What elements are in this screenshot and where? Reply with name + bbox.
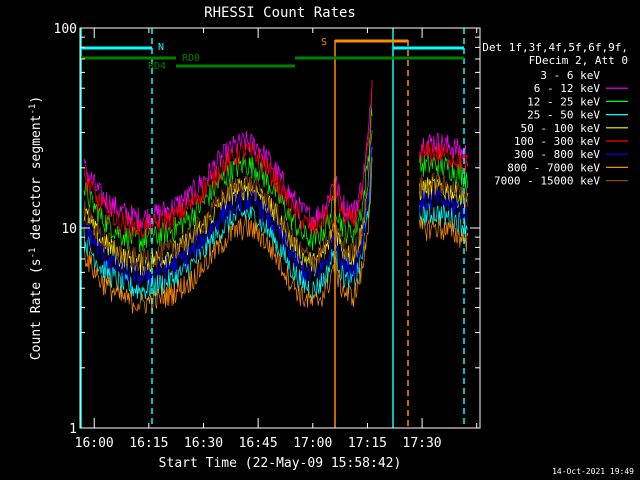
- axes: 16:00 16:15 16:30 16:45 17:00 17:15 17:30 1 10 10…: [54, 22, 480, 451]
- night-label: N: [158, 42, 164, 53]
- saa-label: S: [321, 37, 327, 48]
- rd0-label: RD0: [182, 53, 200, 64]
- legend-entry: 12 - 25 keV: [527, 95, 600, 108]
- legend-entry: 50 - 100 keV: [521, 122, 601, 135]
- legend-entry: 25 - 50 keV: [527, 109, 600, 122]
- plot-area: [83, 80, 469, 314]
- legend-entry: 6 - 12 keV: [534, 82, 601, 95]
- series-5: [83, 82, 469, 239]
- y-axis-label-exp2: -1: [28, 104, 38, 115]
- legend-entry: 300 - 800 keV: [514, 148, 600, 161]
- series-line: [83, 146, 373, 302]
- chart-title: RHESSI Count Rates: [204, 5, 356, 21]
- series-line: [83, 106, 373, 253]
- y-axis-label-close: ): [29, 96, 44, 104]
- series-7: [83, 157, 469, 314]
- legend-header-line-1: Det 1f,3f,4f,5f,6f,9f,: [482, 41, 628, 54]
- legend-entry: 100 - 300 keV: [514, 135, 600, 148]
- series-line-segment-2: [419, 187, 469, 222]
- x-axis-label: Start Time (22-May-09 15:58:42): [159, 456, 402, 471]
- series-line: [83, 82, 373, 239]
- x-tick-label: 17:00: [293, 436, 332, 451]
- x-tick-label: 17:30: [403, 436, 442, 451]
- y-axis-label-main: Count Rate (s: [29, 258, 44, 360]
- series-line-segment-2: [419, 172, 469, 209]
- x-tick-label: 16:15: [129, 436, 168, 451]
- legend-header-line-2: FDecim 2, Att 0: [529, 54, 628, 67]
- x-tick-label: 16:00: [75, 436, 114, 451]
- x-tick-label: 16:45: [239, 436, 278, 451]
- y-axis-label-mid: detector segment: [29, 115, 44, 248]
- legend: Det 1f,3f,4f,5f,6f,9f, FDecim 2, Att 0 3…: [482, 41, 628, 188]
- series-line: [83, 157, 373, 314]
- legend-entry: 7000 - 15000 keV: [494, 175, 600, 188]
- series-line-segment-2: [419, 217, 469, 252]
- y-tick-label: 100: [54, 22, 77, 37]
- series-8: [83, 130, 469, 272]
- legend-entry: 800 - 7000 keV: [507, 161, 600, 174]
- legend-entry: 3 - 6 keV: [540, 69, 600, 82]
- y-axis-label: Count Rate (s-1 detector segment-1): [28, 96, 44, 360]
- series-line-segment-2: [419, 141, 469, 174]
- generation-timestamp: 14-Oct-2021 19:49: [552, 467, 634, 476]
- y-tick-label: 1: [69, 422, 77, 437]
- rd4-label: RD4: [148, 61, 166, 72]
- y-axis-label-exp: -1: [28, 248, 38, 259]
- x-tick-label: 17:15: [348, 436, 387, 451]
- marker-overlay: N RD0 RD4 S: [80, 28, 465, 428]
- y-tick-label: 10: [61, 222, 77, 237]
- series-line: [83, 130, 373, 272]
- x-tick-label: 16:30: [184, 436, 223, 451]
